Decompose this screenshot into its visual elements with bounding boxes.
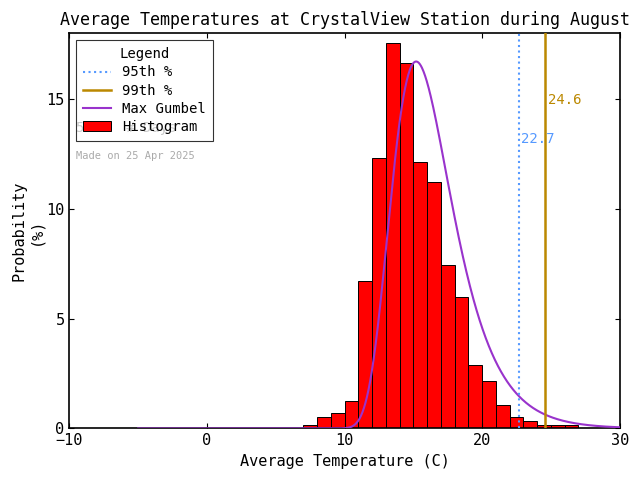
Max Gumbel bbox=[134, 426, 142, 432]
Y-axis label: Probability
(%): Probability (%) bbox=[11, 181, 44, 281]
Bar bbox=[551, 424, 564, 429]
Legend: 95th %, 99th %, Max Gumbel, Histogram: 95th %, 99th %, Max Gumbel, Histogram bbox=[76, 40, 213, 141]
Max Gumbel bbox=[532, 407, 540, 412]
Max Gumbel bbox=[541, 411, 548, 417]
95th % bbox=[515, 426, 523, 432]
Bar bbox=[358, 281, 372, 429]
Line: Max Gumbel: Max Gumbel bbox=[138, 61, 640, 429]
Bar bbox=[454, 297, 468, 429]
Bar bbox=[413, 162, 427, 429]
Bar bbox=[303, 424, 317, 429]
Max Gumbel bbox=[186, 426, 194, 432]
Bar bbox=[537, 424, 551, 429]
Bar bbox=[564, 424, 579, 429]
Text: 22.7: 22.7 bbox=[522, 132, 555, 146]
Bar bbox=[441, 265, 454, 429]
Bar bbox=[482, 381, 496, 429]
Max Gumbel bbox=[484, 342, 492, 348]
Bar bbox=[496, 405, 509, 429]
Bar bbox=[399, 62, 413, 429]
Bar bbox=[331, 413, 344, 429]
X-axis label: Average Temperature (C): Average Temperature (C) bbox=[239, 454, 449, 469]
Bar bbox=[372, 158, 386, 429]
Text: Made on 25 Apr 2025: Made on 25 Apr 2025 bbox=[76, 151, 195, 160]
Text: 24.6: 24.6 bbox=[548, 93, 581, 107]
Bar bbox=[509, 417, 524, 429]
99th % bbox=[541, 404, 549, 409]
Bar bbox=[468, 365, 482, 429]
Max Gumbel bbox=[340, 425, 348, 431]
95th % bbox=[515, 404, 523, 409]
Bar bbox=[317, 417, 331, 429]
Text: 552   # Days: 552 # Days bbox=[76, 121, 177, 135]
Bar bbox=[427, 182, 441, 429]
Max Gumbel bbox=[358, 409, 366, 415]
Bar bbox=[524, 420, 537, 429]
Bar bbox=[386, 43, 399, 429]
Title: Average Temperatures at CrystalView Station during August: Average Temperatures at CrystalView Stat… bbox=[60, 11, 630, 29]
99th % bbox=[541, 426, 549, 432]
Bar bbox=[344, 401, 358, 429]
Max Gumbel bbox=[412, 59, 420, 64]
